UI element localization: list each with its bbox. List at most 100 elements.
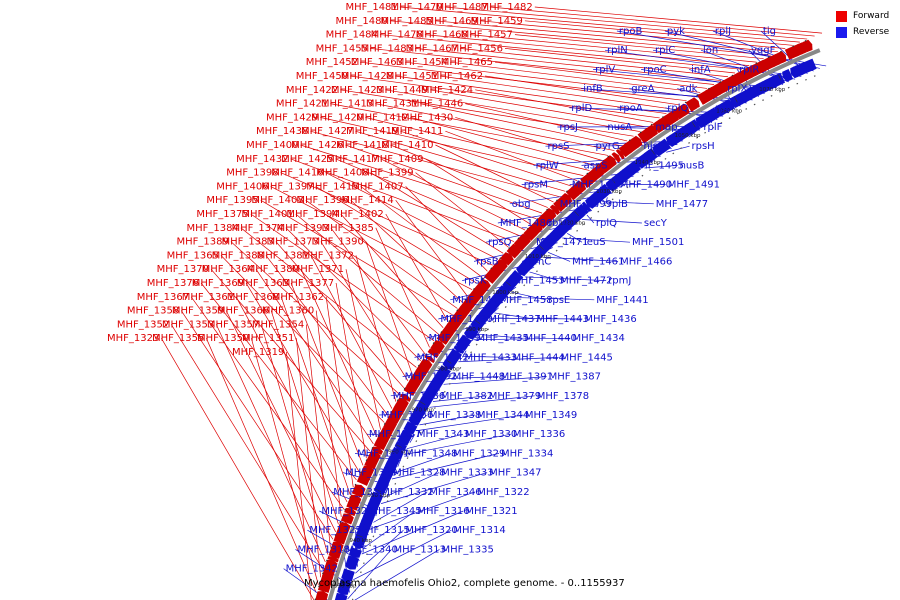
reverse-gene-label: rplN xyxy=(607,45,628,56)
forward-gene-feature xyxy=(420,358,433,369)
reverse-gene-label: MHF_1499 xyxy=(560,199,612,210)
reverse-gene-feature xyxy=(809,58,817,70)
forward-gene-leader xyxy=(479,20,786,49)
reverse-gene-label: MHF_1448 xyxy=(453,372,505,383)
reverse-gene-label: rpsJ xyxy=(559,122,578,133)
reverse-gene-feature xyxy=(695,115,708,129)
forward-gene-label: MHF_1355 xyxy=(152,333,204,344)
reverse-gene-label: MHF_1495 xyxy=(632,160,684,171)
reverse-gene-label: MHF_1444 xyxy=(513,352,565,363)
kbp-tick-mark xyxy=(446,359,452,364)
forward-gene-label: MHF_1377 xyxy=(282,278,334,289)
kbp-tick-mark xyxy=(574,211,579,216)
reverse-gene-label: secY xyxy=(644,218,668,229)
forward-gene-leader xyxy=(425,158,531,225)
reverse-gene-feature xyxy=(425,384,439,396)
reverse-gene-feature xyxy=(405,421,418,431)
reverse-gene-leader xyxy=(507,296,595,301)
forward-gene-label: MHF_1432 xyxy=(236,154,288,165)
reverse-gene-feature xyxy=(378,475,391,484)
forward-gene-label: MHF_1465 xyxy=(441,57,493,68)
forward-gene-feature xyxy=(607,155,617,167)
reverse-gene-leader xyxy=(652,49,796,80)
reverse-gene-label: rplF xyxy=(703,122,722,133)
forward-gene-feature xyxy=(427,348,440,359)
forward-gene-leader xyxy=(375,227,430,348)
reverse-gene-leader xyxy=(462,355,511,358)
legend: Forward Reverse xyxy=(836,8,889,40)
kbp-tick-mark xyxy=(734,96,738,103)
forward-gene-label: MHF_1359 xyxy=(172,306,224,317)
reverse-gene-feature xyxy=(785,68,794,81)
reverse-gene-label: rpsQ xyxy=(488,237,512,248)
forward-gene-leader xyxy=(375,103,615,151)
reverse-gene-feature xyxy=(630,160,642,172)
reverse-gene-leader xyxy=(557,126,706,128)
reverse-gene-label: rplC xyxy=(655,45,675,56)
reverse-gene-feature xyxy=(480,305,494,319)
forward-gene-leader xyxy=(350,75,660,119)
reverse-gene-leader xyxy=(586,214,595,224)
forward-gene-leader xyxy=(290,282,364,466)
kbp-tick-mark xyxy=(691,121,696,128)
forward-gene-feature xyxy=(331,541,344,552)
reverse-gene-label: MHF_1333 xyxy=(441,468,493,479)
forward-gene-label: MHF_1469 xyxy=(426,16,478,27)
reverse-gene-leader xyxy=(406,433,464,450)
forward-gene-label: MHF_1410 xyxy=(381,140,433,151)
reverse-gene-label: rplR xyxy=(739,64,759,75)
reverse-gene-label: MHF_1391 xyxy=(501,372,553,383)
forward-gene-feature xyxy=(802,39,813,53)
forward-gene-leader xyxy=(415,172,509,248)
forward-gene-label: MHF_1385 xyxy=(321,223,373,234)
reverse-gene-label: MHF_1460 xyxy=(440,314,492,325)
forward-gene-label: MHF_1454 xyxy=(396,57,448,68)
reverse-gene-leader xyxy=(644,165,678,169)
reverse-gene-leader xyxy=(432,395,487,402)
forward-gene-label: MHF_1463 xyxy=(351,57,403,68)
reverse-gene-label: MHF_1349 xyxy=(525,410,577,421)
forward-gene-label: MHF_1480 xyxy=(336,16,388,27)
reverse-gene-label: nusB xyxy=(680,160,705,171)
reverse-gene-label: MHF_1332 xyxy=(381,487,433,498)
reverse-gene-feature xyxy=(408,416,420,426)
reverse-gene-feature xyxy=(440,365,451,374)
reverse-gene-label: MHF_1466 xyxy=(620,256,672,267)
forward-gene-leader xyxy=(330,103,609,156)
reverse-gene-label: MHF_1471 xyxy=(536,237,588,248)
kbp-tick-label: 1040 kbp xyxy=(635,160,661,166)
reverse-gene-label: hisS xyxy=(643,141,664,152)
forward-gene-feature xyxy=(631,135,643,148)
forward-gene-label: MHF_1400 xyxy=(246,140,298,151)
forward-gene-label: MHF_1455 xyxy=(316,43,368,54)
forward-gene-label: MHF_1367 xyxy=(137,292,189,303)
reverse-gene-label: MHF_1501 xyxy=(632,237,684,248)
forward-gene-label: MHF_1369 xyxy=(192,278,244,289)
kbp-tick-label: 1020 kbp xyxy=(560,221,586,227)
reverse-gene-leader xyxy=(562,237,630,243)
reverse-gene-label: MHF_1356 xyxy=(381,410,433,421)
forward-gene-leader xyxy=(310,255,393,409)
forward-gene-label: MHF_1430 xyxy=(401,112,453,123)
forward-gene-leader xyxy=(495,61,708,89)
forward-swatch xyxy=(836,10,847,22)
forward-gene-leader xyxy=(260,324,329,555)
reverse-gene-feature xyxy=(692,119,701,130)
forward-gene-leader xyxy=(414,48,722,81)
reverse-gene-feature xyxy=(397,433,411,446)
forward-gene-label: MHF_1376 xyxy=(147,278,199,289)
forward-gene-leader xyxy=(365,117,590,171)
reverse-gene-feature xyxy=(512,270,524,281)
reverse-gene-label: rplJ xyxy=(715,26,731,37)
reverse-gene-feature xyxy=(367,501,380,509)
forward-gene-feature xyxy=(459,303,472,314)
reverse-gene-label: MHF_1341 xyxy=(357,448,409,459)
reverse-gene-feature xyxy=(622,165,635,179)
reverse-gene-feature xyxy=(736,92,747,105)
reverse-gene-feature xyxy=(453,345,465,354)
kbp-tick-label: 980 kbp xyxy=(437,366,460,372)
forward-gene-leader xyxy=(305,199,458,309)
reverse-gene-label: rplW xyxy=(536,160,559,171)
reverse-gene-feature xyxy=(687,120,699,133)
reverse-gene-feature xyxy=(390,446,405,460)
